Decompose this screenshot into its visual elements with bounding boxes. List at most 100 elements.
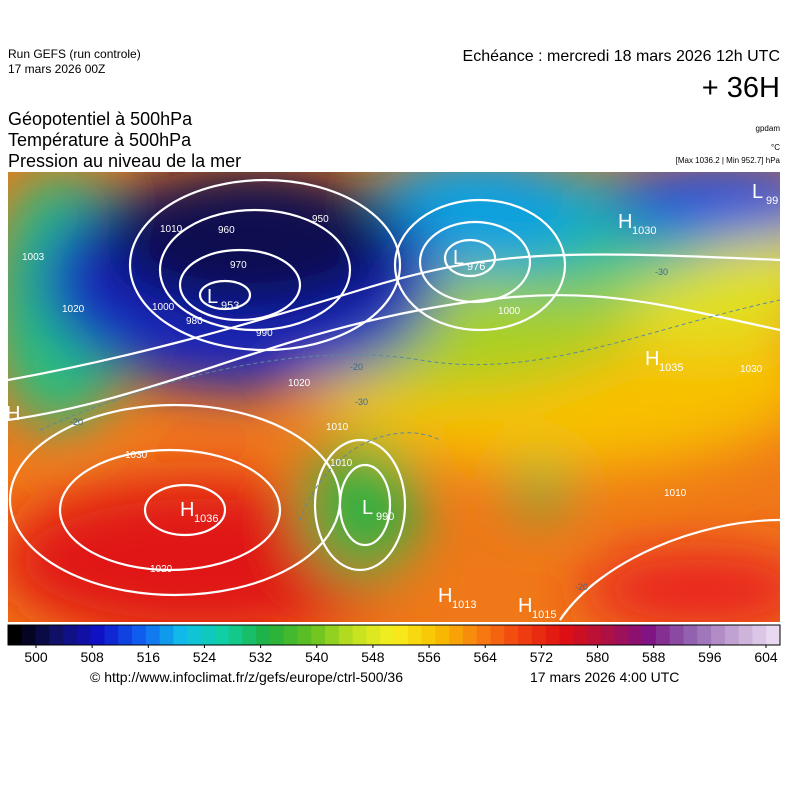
colorbar-tick-label: 548 <box>361 649 385 665</box>
colorbar-tick-label: 604 <box>754 649 778 665</box>
isotherm-label: -20 <box>575 582 588 592</box>
colorbar-frame <box>7 624 781 646</box>
colorbar-swatch <box>545 625 560 645</box>
colorbar-swatch <box>669 625 684 645</box>
colorbar-swatch <box>655 625 671 645</box>
colorbar-swatch <box>8 625 23 645</box>
isobar-label: 1010 <box>330 458 353 469</box>
field-title: Géopotentiel à 500hPa <box>8 109 193 129</box>
colorbar-swatch <box>559 625 574 645</box>
colorbar-swatch <box>435 625 450 645</box>
colorbar-swatch <box>228 625 243 645</box>
isotherm-label: -30 <box>655 267 668 277</box>
colorbar-swatch <box>697 625 712 645</box>
map <box>8 172 780 622</box>
isobar-label: 960 <box>218 225 235 236</box>
isotherm-label: -20 <box>350 362 363 372</box>
colorbar-swatch <box>159 625 174 645</box>
pressure-center-letter: H <box>438 585 452 607</box>
colorbar-swatch <box>297 625 312 645</box>
pressure-center-letter: H <box>518 595 532 617</box>
pressure-center-value: 990 <box>376 511 394 523</box>
colorbar-tick-label: 540 <box>305 649 329 665</box>
colorbar-swatch <box>76 625 92 645</box>
colorbar-swatch <box>504 625 519 645</box>
colorbar-swatch <box>407 625 423 645</box>
isobar-label: 990 <box>256 328 273 339</box>
colorbar-swatch <box>490 625 505 645</box>
colorbar-swatch <box>132 625 147 645</box>
colorbar-tick-label: 596 <box>698 649 722 665</box>
pressure-center-letter: L <box>207 286 218 308</box>
colorbar-swatch <box>118 625 133 645</box>
isobar-label: 1020 <box>150 564 173 575</box>
pressure-center-value: 976 <box>467 261 485 273</box>
colorbar-tick-label: 588 <box>642 649 666 665</box>
colorbar-swatch <box>614 625 629 645</box>
colorbar-swatch <box>201 625 216 645</box>
pressure-center-value: 1030 <box>632 225 656 237</box>
temperature-field <box>8 172 780 622</box>
colorbar-swatch <box>628 625 643 645</box>
colorbar-swatch <box>462 625 478 645</box>
isobar-label: 1010 <box>160 224 183 235</box>
colorbar-swatch <box>421 625 436 645</box>
colorbar-swatch <box>49 625 64 645</box>
colorbar-swatch <box>104 625 119 645</box>
isobar-label: 1020 <box>62 304 85 315</box>
isotherm-label: -30 <box>355 397 368 407</box>
colorbar-swatch <box>35 625 50 645</box>
colorbar-swatch <box>63 625 78 645</box>
isobar-label: 950 <box>312 214 329 225</box>
colorbar: 500 508 516 524 532 540 548 556 564 572 580 588 596 6… <box>7 624 781 665</box>
pressure-center-value: 1036 <box>194 513 218 525</box>
colorbar-swatch <box>366 625 381 645</box>
pressure-center-value: 953 <box>221 300 239 312</box>
pressure-center-letter: H <box>180 499 194 521</box>
colorbar-tick-label: 556 <box>417 649 441 665</box>
colorbar-swatch <box>214 625 230 645</box>
colorbar-swatch <box>394 625 409 645</box>
isobar-label: 1003 <box>22 252 45 263</box>
isobar-label: 1000 <box>498 306 521 317</box>
colorbar-tick-label: 564 <box>474 649 498 665</box>
colorbar-swatch <box>573 625 588 645</box>
colorbar-swatch <box>683 625 698 645</box>
isotherm-label: -20 <box>70 417 83 427</box>
pressure-center-value: 1013 <box>452 599 476 611</box>
colorbar-swatch <box>380 625 395 645</box>
colorbar-tick-label: 516 <box>137 649 161 665</box>
isobars <box>8 178 780 621</box>
pressure-center-letter: H <box>618 211 632 233</box>
pressure-center-value: 1015 <box>532 609 556 621</box>
colorbar-swatch <box>145 625 161 645</box>
pressure-center-letter: L <box>362 497 373 519</box>
isobar-label: 1030 <box>740 364 763 375</box>
pressure-center-letter: H <box>6 403 20 425</box>
isobar-label: 1010 <box>326 422 349 433</box>
colorbar-swatch <box>269 625 285 645</box>
colorbar-swatch <box>311 625 326 645</box>
unit: [Max 1036.2 | Min 952.7] hPa <box>676 156 781 165</box>
pressure-center-letter: H <box>645 348 659 370</box>
colorbar-tick-label: 532 <box>249 649 273 665</box>
colorbar-swatch <box>752 625 767 645</box>
colorbar-swatch <box>187 625 202 645</box>
colorbar-swatch <box>600 625 616 645</box>
colorbar-swatch <box>173 625 188 645</box>
pressure-center-value: 1035 <box>659 362 683 374</box>
run-date: 17 mars 2026 00Z <box>8 62 105 76</box>
colorbar-swatch <box>587 625 602 645</box>
colorbar-tick-label: 500 <box>24 649 48 665</box>
isobar-label: 1010 <box>664 488 687 499</box>
pressure-center-letter: L <box>752 181 763 203</box>
isotherms <box>39 299 780 521</box>
colorbar-tick-label: 572 <box>530 649 554 665</box>
issue-date: 17 mars 2026 4:00 UTC <box>530 669 679 685</box>
pressure-center-value: 99 <box>766 195 778 207</box>
isobar-label: 1030 <box>125 450 148 461</box>
isobar-label: 980 <box>186 316 203 327</box>
pressure-center-letter: L <box>453 247 464 269</box>
source-link: © http://www.infoclimat.fr/z/gefs/europe… <box>90 669 403 685</box>
